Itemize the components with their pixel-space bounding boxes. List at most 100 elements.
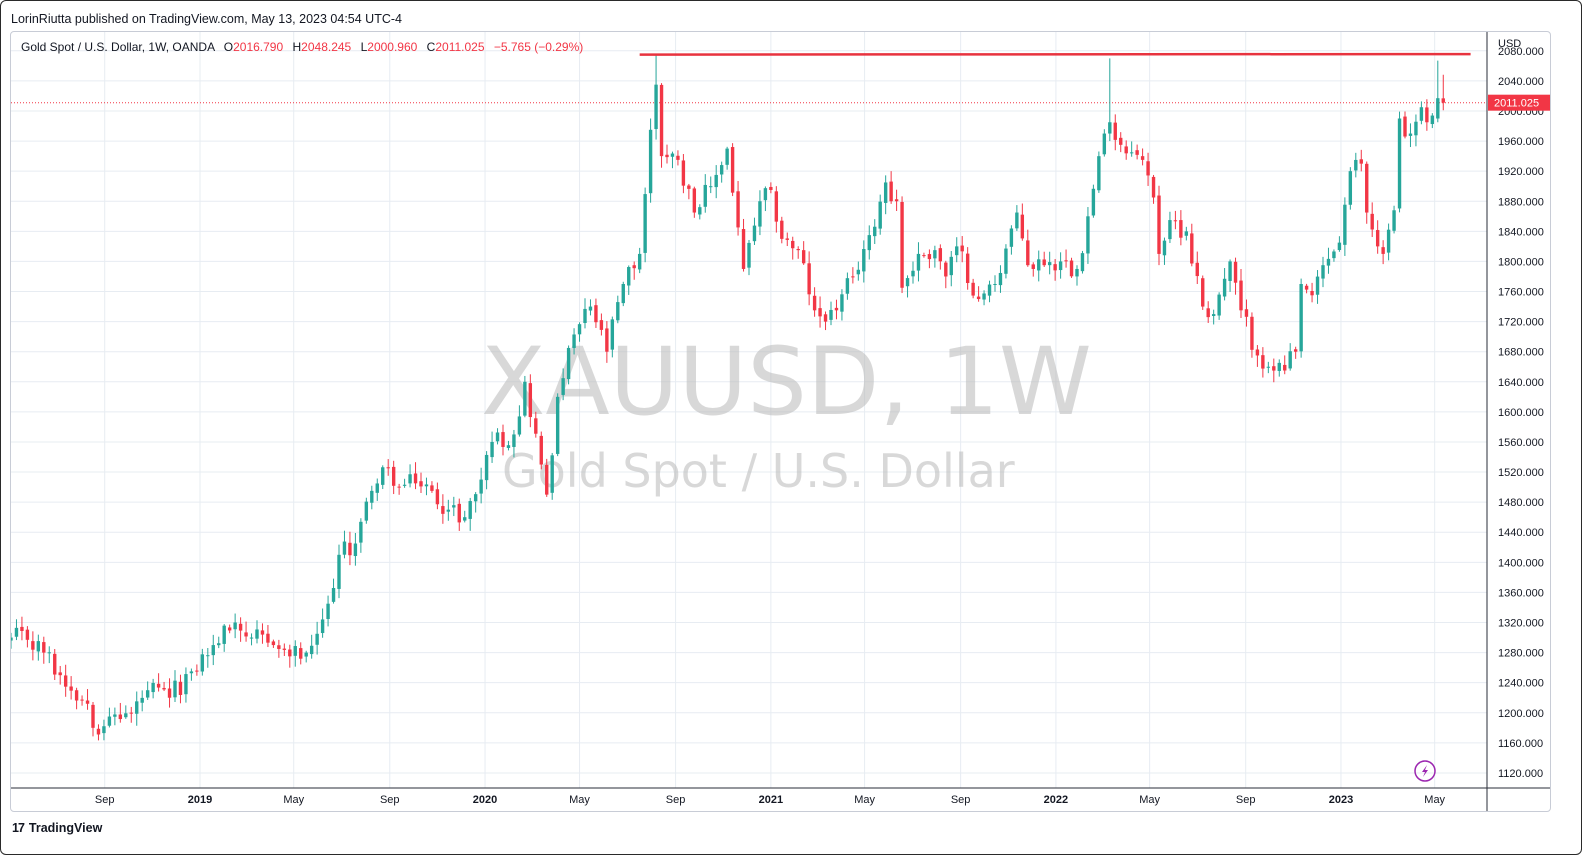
y-tick-label: 1240.000 (1498, 678, 1544, 690)
candle-body (1425, 107, 1429, 123)
candle-body (1343, 204, 1347, 245)
resistance-trendline (639, 52, 1471, 56)
price-chart[interactable]: XAUUSD, 1W Gold Spot / U.S. Dollar 1120.… (11, 32, 1551, 812)
symbol-legend: Gold Spot / U.S. Dollar, 1W, OANDA O2016… (21, 40, 583, 54)
legend-close-value: 2011.025 (435, 40, 485, 54)
candle-body (692, 188, 697, 213)
published-caption: LorinRiutta published on TradingView.com… (11, 12, 402, 26)
candle-body (14, 627, 19, 637)
chart-panel[interactable]: XAUUSD, 1W Gold Spot / U.S. Dollar 1120.… (10, 31, 1551, 812)
candle-body (791, 240, 795, 249)
candle-body (419, 481, 423, 487)
candle-body (1058, 261, 1063, 271)
candle-body (933, 250, 937, 259)
y-tick-label: 1160.000 (1498, 738, 1543, 750)
candle-body (222, 625, 226, 644)
candle-body (1228, 261, 1232, 281)
candle-body (517, 416, 522, 435)
candle-body (758, 201, 762, 227)
candle-body (1151, 176, 1156, 198)
legend-close-label: C (426, 40, 436, 54)
candle-body (774, 191, 779, 222)
resistance-line[interactable] (639, 52, 1471, 56)
candle-body (1157, 195, 1161, 254)
candle-body (1075, 268, 1079, 277)
candle-body (506, 445, 511, 448)
candle-body (736, 191, 740, 228)
candle-body (1091, 188, 1096, 216)
x-tick-label: Sep (951, 794, 971, 806)
candle-body (1053, 264, 1057, 271)
candle-body (944, 262, 948, 277)
candle-body (1129, 152, 1134, 154)
candle-body (135, 701, 139, 714)
y-tick-label: 1840.000 (1498, 226, 1544, 238)
x-tick-label: Sep (1236, 794, 1256, 806)
candle-body (523, 381, 527, 416)
candle-body (1124, 146, 1128, 154)
candle-body (260, 630, 265, 635)
candle-body (676, 155, 680, 160)
candle-body (648, 129, 653, 194)
candle-body (769, 186, 773, 190)
candle-body (47, 652, 51, 654)
candle-body (1386, 229, 1391, 253)
candle-body (1365, 163, 1369, 213)
candle-body (1168, 220, 1172, 240)
x-tick-label: Sep (95, 794, 115, 806)
lightning-icon[interactable] (1414, 760, 1436, 782)
y-tick-label: 1320.000 (1498, 618, 1544, 630)
candle-body (1403, 116, 1407, 137)
legend-change: −5.765 (−0.29%) (493, 40, 584, 54)
candles[interactable] (11, 54, 1445, 741)
candle-body (1206, 308, 1210, 318)
candle-body (534, 418, 538, 434)
candle-body (747, 242, 751, 268)
y-tick-label: 1480.000 (1498, 497, 1544, 509)
candle-body (949, 256, 953, 276)
candle-body (391, 466, 396, 486)
y-tick-label: 1880.000 (1498, 196, 1544, 208)
candle-body (96, 728, 101, 735)
candle-body (1381, 247, 1385, 254)
candle-body (1321, 265, 1325, 279)
tradingview-logo[interactable]: 17 TradingView (12, 821, 102, 835)
candle-body (665, 154, 669, 158)
candle-body (288, 649, 292, 657)
candle-body (566, 347, 571, 380)
x-tick-label: 2020 (473, 794, 497, 806)
candle-body (1097, 156, 1101, 191)
candle-body (359, 521, 363, 543)
candle-body (1064, 260, 1068, 262)
candle-body (987, 284, 992, 296)
candle-body (1337, 242, 1342, 251)
x-tick-label: May (1424, 794, 1445, 806)
tradingview-logo-icon: 17 (12, 821, 25, 835)
candle-body (730, 147, 735, 193)
candle-body (364, 501, 369, 521)
candle-body (900, 201, 904, 288)
y-tick-label: 1440.000 (1498, 527, 1544, 539)
candle-body (402, 484, 407, 486)
y-tick-label: 1520.000 (1498, 467, 1544, 479)
candle-body (244, 632, 248, 637)
candle-body (184, 674, 188, 695)
candle-body (446, 509, 451, 512)
candle-body (304, 652, 308, 657)
y-tick-label: 1600.000 (1498, 407, 1544, 419)
candle-body (1326, 258, 1331, 266)
candle-body (1299, 284, 1303, 352)
candle-body (1026, 240, 1030, 266)
candle-body (102, 726, 106, 734)
candle-body (129, 712, 133, 714)
candle-body (528, 383, 533, 418)
candle-body (299, 648, 303, 659)
candle-body (227, 627, 232, 631)
candle-body (413, 473, 418, 484)
candle-body (151, 682, 155, 693)
candle-body (233, 622, 237, 630)
y-tick-label: 1920.000 (1498, 166, 1544, 178)
candle-body (719, 165, 724, 175)
candle-body (217, 643, 221, 646)
